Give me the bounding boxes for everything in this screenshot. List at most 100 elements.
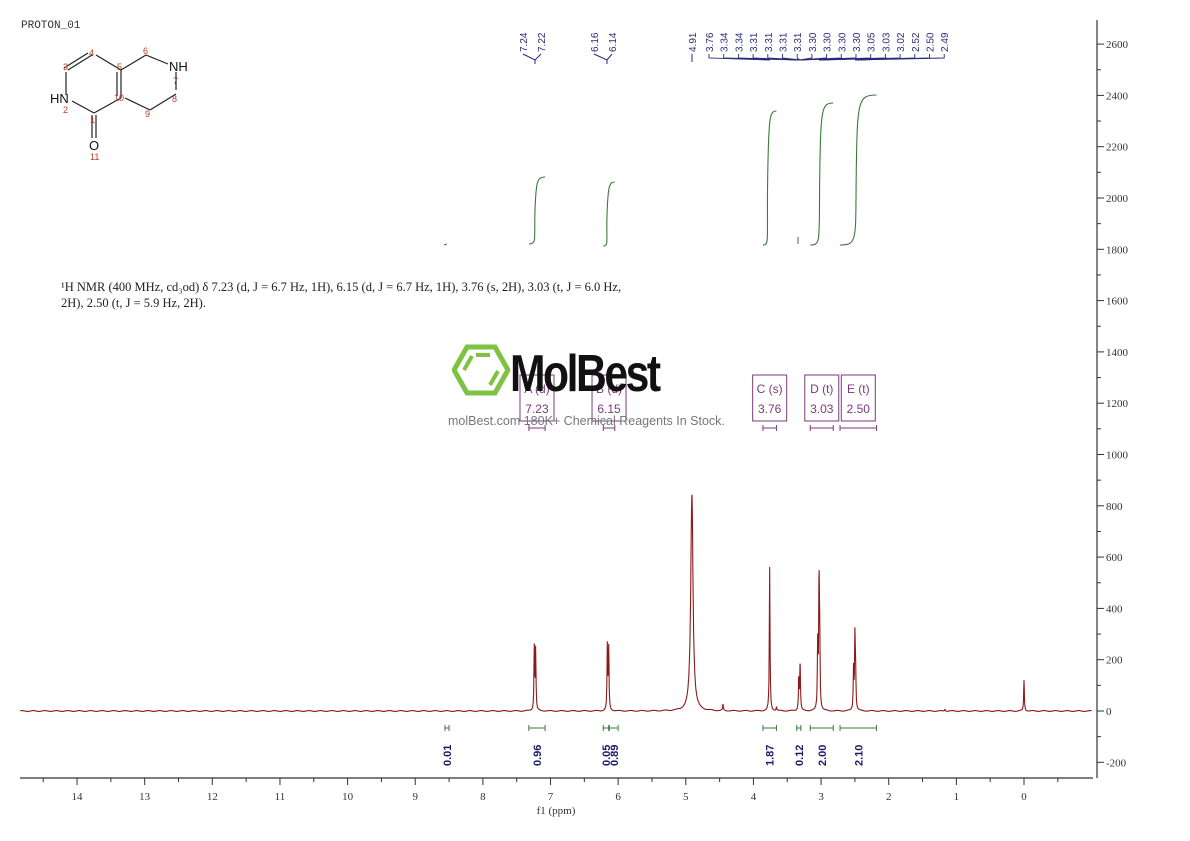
x-tick-label: 8 [480, 791, 486, 803]
peak-connector [818, 54, 901, 61]
y-tick-label: 1000 [1106, 450, 1129, 462]
peak-label: 3.30 [823, 32, 834, 52]
multiplet-box [591, 374, 627, 422]
peak-label: 2.49 [940, 32, 951, 52]
y-tick-label: 2400 [1106, 90, 1129, 102]
multiplet-shift: 3.03 [810, 402, 834, 416]
x-axis: 14 13 12 11 10 9 8 7 6 5 4 3 2 1 0f1 (ppm) [20, 777, 1093, 817]
integral-curve [840, 94, 877, 246]
peak-connector [767, 54, 801, 61]
peak-label: 6.14 [608, 32, 619, 52]
spectrum-title: PROTON_01 [21, 20, 81, 32]
multiplet-annotations: A (d) 7.23 B (d) 6.15 C (s) 3.76 D (t) 3.03 E (t… [519, 374, 878, 431]
integral-value: 2.00 [817, 745, 829, 766]
multiplet-label: E (t) [847, 382, 870, 396]
molbest-logo-icon [452, 344, 510, 396]
y-tick-label: 2000 [1106, 193, 1129, 205]
nmr-description: ¹H NMR (400 MHz, cd₃od) δ 7.23 (d, J = 6… [61, 280, 622, 310]
peak-label: 4.91 [688, 32, 699, 52]
spectrum-trace [20, 494, 1092, 712]
integral-value: 0.96 [532, 745, 544, 766]
peak-label: 2.52 [911, 32, 922, 52]
peak-label: 7.24 [519, 32, 530, 52]
peak-connector [854, 54, 945, 61]
peak-label: 3.03 [881, 32, 892, 52]
x-tick-label: 13 [139, 791, 151, 803]
multiplet-box [519, 374, 555, 422]
peak-label: 7.22 [537, 32, 548, 52]
atom-number-4: 4 [89, 48, 94, 58]
x-tick-label: 1 [954, 791, 960, 803]
atom-hn: HN [50, 91, 69, 106]
peak-label: 3.02 [896, 32, 907, 52]
atom-number-7: 7 [173, 76, 178, 86]
atom-o: O [89, 138, 99, 153]
x-tick-label: 0 [1021, 791, 1027, 803]
multiplet-label: B (d) [596, 382, 622, 396]
multiplet-shift: 7.23 [525, 402, 549, 416]
atom-number-9: 9 [145, 109, 150, 119]
integral-value: 0.89 [609, 745, 621, 766]
integral-value: 1.87 [765, 745, 777, 766]
y-tick-label: -200 [1106, 757, 1127, 769]
atom-number-3: 3 [63, 62, 68, 72]
integral-curve [810, 102, 834, 246]
x-tick-label: 10 [342, 791, 354, 803]
molbest-logo-text: MolBest [510, 345, 661, 403]
atom-number-8: 8 [172, 94, 177, 104]
atom-number-5: 5 [117, 62, 122, 72]
atom-number-10: 10 [114, 93, 124, 103]
x-tick-label: 14 [72, 791, 84, 803]
y-tick-label: 400 [1106, 603, 1123, 615]
peak-label: 3.30 [808, 32, 819, 52]
integral-curve [603, 181, 615, 247]
peak-label: 3.30 [852, 32, 863, 52]
y-tick-label: 2600 [1106, 39, 1129, 51]
x-tick-label: 11 [275, 791, 286, 803]
y-tick-label: 0 [1106, 706, 1112, 718]
peak-connector [799, 54, 857, 61]
multiplet-box [840, 374, 876, 422]
integral-curve [762, 110, 777, 246]
x-tick-label: 6 [615, 791, 621, 803]
integral-annotations: 0.01 0.96 0.050.89 1.87 0.12 2.00 2.10 [442, 725, 878, 766]
x-axis-label: f1 (ppm) [537, 805, 576, 817]
peak-label: 3.31 [779, 32, 790, 52]
multiplet-shift: 6.15 [597, 402, 621, 416]
peak-connector [522, 53, 542, 61]
multiplet-box [804, 374, 840, 422]
y-tick-label: 1400 [1106, 347, 1129, 359]
peak-label: 3.76 [705, 32, 716, 52]
multiplet-shift: 3.76 [758, 402, 782, 416]
x-tick-label: 3 [818, 791, 824, 803]
peak-connector [708, 54, 771, 61]
chemical-structure: HN NH O 1 2 3 4 5 6 7 8 9 10 11 [50, 46, 188, 162]
integral-curve [528, 176, 546, 245]
peak-label: 3.31 [793, 32, 804, 52]
multiplet-shift: 2.50 [847, 402, 871, 416]
integral-curves [443, 94, 877, 247]
y-axis: 2600240022002000180016001400120010008006… [1096, 20, 1129, 778]
multiplet-label: C (s) [757, 382, 783, 396]
y-tick-label: 200 [1106, 655, 1123, 667]
atom-nh: NH [169, 59, 188, 74]
peak-connector [593, 53, 613, 61]
peak-label: 2.50 [926, 32, 937, 52]
x-tick-label: 9 [412, 791, 418, 803]
peak-connector [796, 54, 801, 61]
integral-value: 0.05 [601, 745, 613, 766]
x-tick-label: 12 [207, 791, 218, 803]
atom-number-1: 1 [90, 115, 95, 125]
x-tick-label: 5 [683, 791, 689, 803]
x-tick-label: 2 [886, 791, 892, 803]
y-tick-label: 2200 [1106, 142, 1129, 154]
y-tick-label: 1600 [1106, 296, 1129, 308]
atom-number-6: 6 [143, 46, 148, 56]
integral-value: 0.12 [794, 745, 806, 766]
atom-number-2: 2 [63, 105, 68, 115]
integral-curve [443, 243, 448, 246]
peak-label: 3.34 [734, 32, 745, 52]
peak-label: 6.16 [590, 32, 601, 52]
